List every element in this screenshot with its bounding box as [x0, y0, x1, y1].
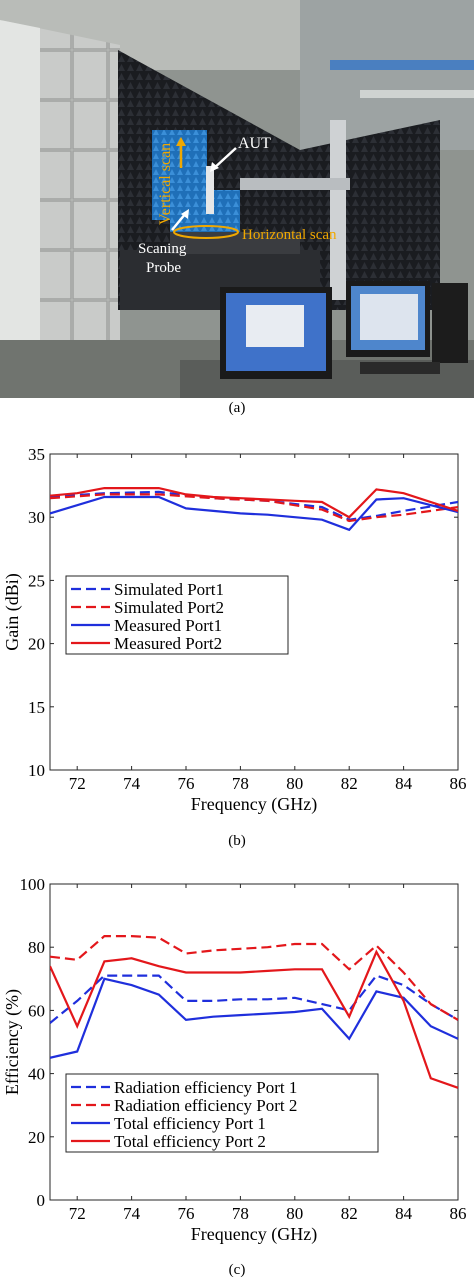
y-tick-label: 0: [37, 1191, 46, 1210]
y-tick-label: 25: [28, 571, 45, 590]
probe-label-line2: Probe: [146, 260, 181, 276]
x-tick-label: 76: [178, 774, 195, 793]
plot-area: [49, 883, 459, 1201]
x-tick-label: 86: [450, 1204, 467, 1223]
caption-b: (b): [228, 833, 246, 849]
y-tick-label: 35: [28, 445, 45, 464]
x-tick-label: 84: [395, 774, 413, 793]
legend-entry: Total efficiency Port 1: [114, 1114, 266, 1133]
y-tick-label: 60: [28, 1001, 45, 1020]
legend-box: [65, 1073, 379, 1153]
y-tick-label: 80: [28, 938, 45, 957]
x-axis-label: Frequency (GHz): [191, 1224, 317, 1245]
x-axis-label: Frequency (GHz): [191, 794, 317, 815]
y-axis-label: Efficiency (%): [2, 989, 23, 1095]
series-line-1: [50, 974, 458, 1024]
x-tick-label: 74: [123, 1204, 141, 1223]
series-line-4: [50, 949, 458, 1089]
series-line-1: [50, 490, 458, 521]
y-tick-label: 30: [28, 508, 45, 527]
y-tick-label: 40: [28, 1065, 45, 1084]
y-tick-label: 20: [28, 635, 45, 654]
probe-label-line1: Scaning: [138, 241, 187, 257]
x-tick-label: 82: [341, 774, 358, 793]
y-tick-label: 100: [20, 875, 46, 894]
legend-entry: Total efficiency Port 2: [114, 1132, 266, 1151]
series-line-3: [50, 495, 458, 532]
x-tick-label: 86: [450, 774, 467, 793]
legend-entry: Simulated Port2: [114, 598, 224, 617]
y-axis-label: Gain (dBi): [2, 573, 23, 650]
y-tick-label: 10: [28, 761, 45, 780]
caption-c: (c): [228, 1262, 246, 1278]
vertical-scan-label: Vertical scan: [157, 143, 174, 225]
caption-a: (a): [228, 400, 246, 416]
x-tick-label: 78: [232, 774, 249, 793]
legend-entry: Measured Port2: [114, 634, 222, 653]
y-tick-label: 20: [28, 1128, 45, 1147]
horizontal-scan-label: Horizontal scan: [242, 227, 337, 243]
series-line-2: [50, 934, 458, 1021]
measurement-setup-photo: AUT Vertical scan Horizontal scan Scanin…: [0, 0, 474, 398]
aut-label: AUT: [238, 135, 271, 152]
y-tick-label: 15: [28, 698, 45, 717]
legend-entry: Measured Port1: [114, 616, 222, 635]
horizontal-scan-ellipse: [173, 225, 239, 239]
series-line-2: [50, 493, 458, 523]
x-tick-label: 72: [69, 774, 86, 793]
x-tick-label: 80: [286, 1204, 303, 1223]
series-line-4: [50, 486, 458, 519]
x-tick-label: 84: [395, 1204, 413, 1223]
gain-chart: 72 74 76 78 80 82 84 86 10 15 20 25 30 35 Frequency (G…: [2, 445, 467, 815]
efficiency-chart: 72 74 76 78 80 82 84 86 0 20 40 60 80 100 Frequency (G…: [2, 875, 467, 1245]
series-line-3: [50, 977, 458, 1059]
legend-entry: Radiation efficiency Port 2: [114, 1096, 297, 1115]
x-tick-label: 80: [286, 774, 303, 793]
x-tick-label: 74: [123, 774, 141, 793]
photo-illustration: AUT Vertical scan Horizontal scan Scanin…: [0, 0, 474, 398]
x-tick-label: 76: [178, 1204, 195, 1223]
legend-entry: Simulated Port1: [114, 580, 224, 599]
x-tick-label: 72: [69, 1204, 86, 1223]
x-tick-label: 82: [341, 1204, 358, 1223]
legend-entry: Radiation efficiency Port 1: [114, 1078, 297, 1097]
x-tick-label: 78: [232, 1204, 249, 1223]
